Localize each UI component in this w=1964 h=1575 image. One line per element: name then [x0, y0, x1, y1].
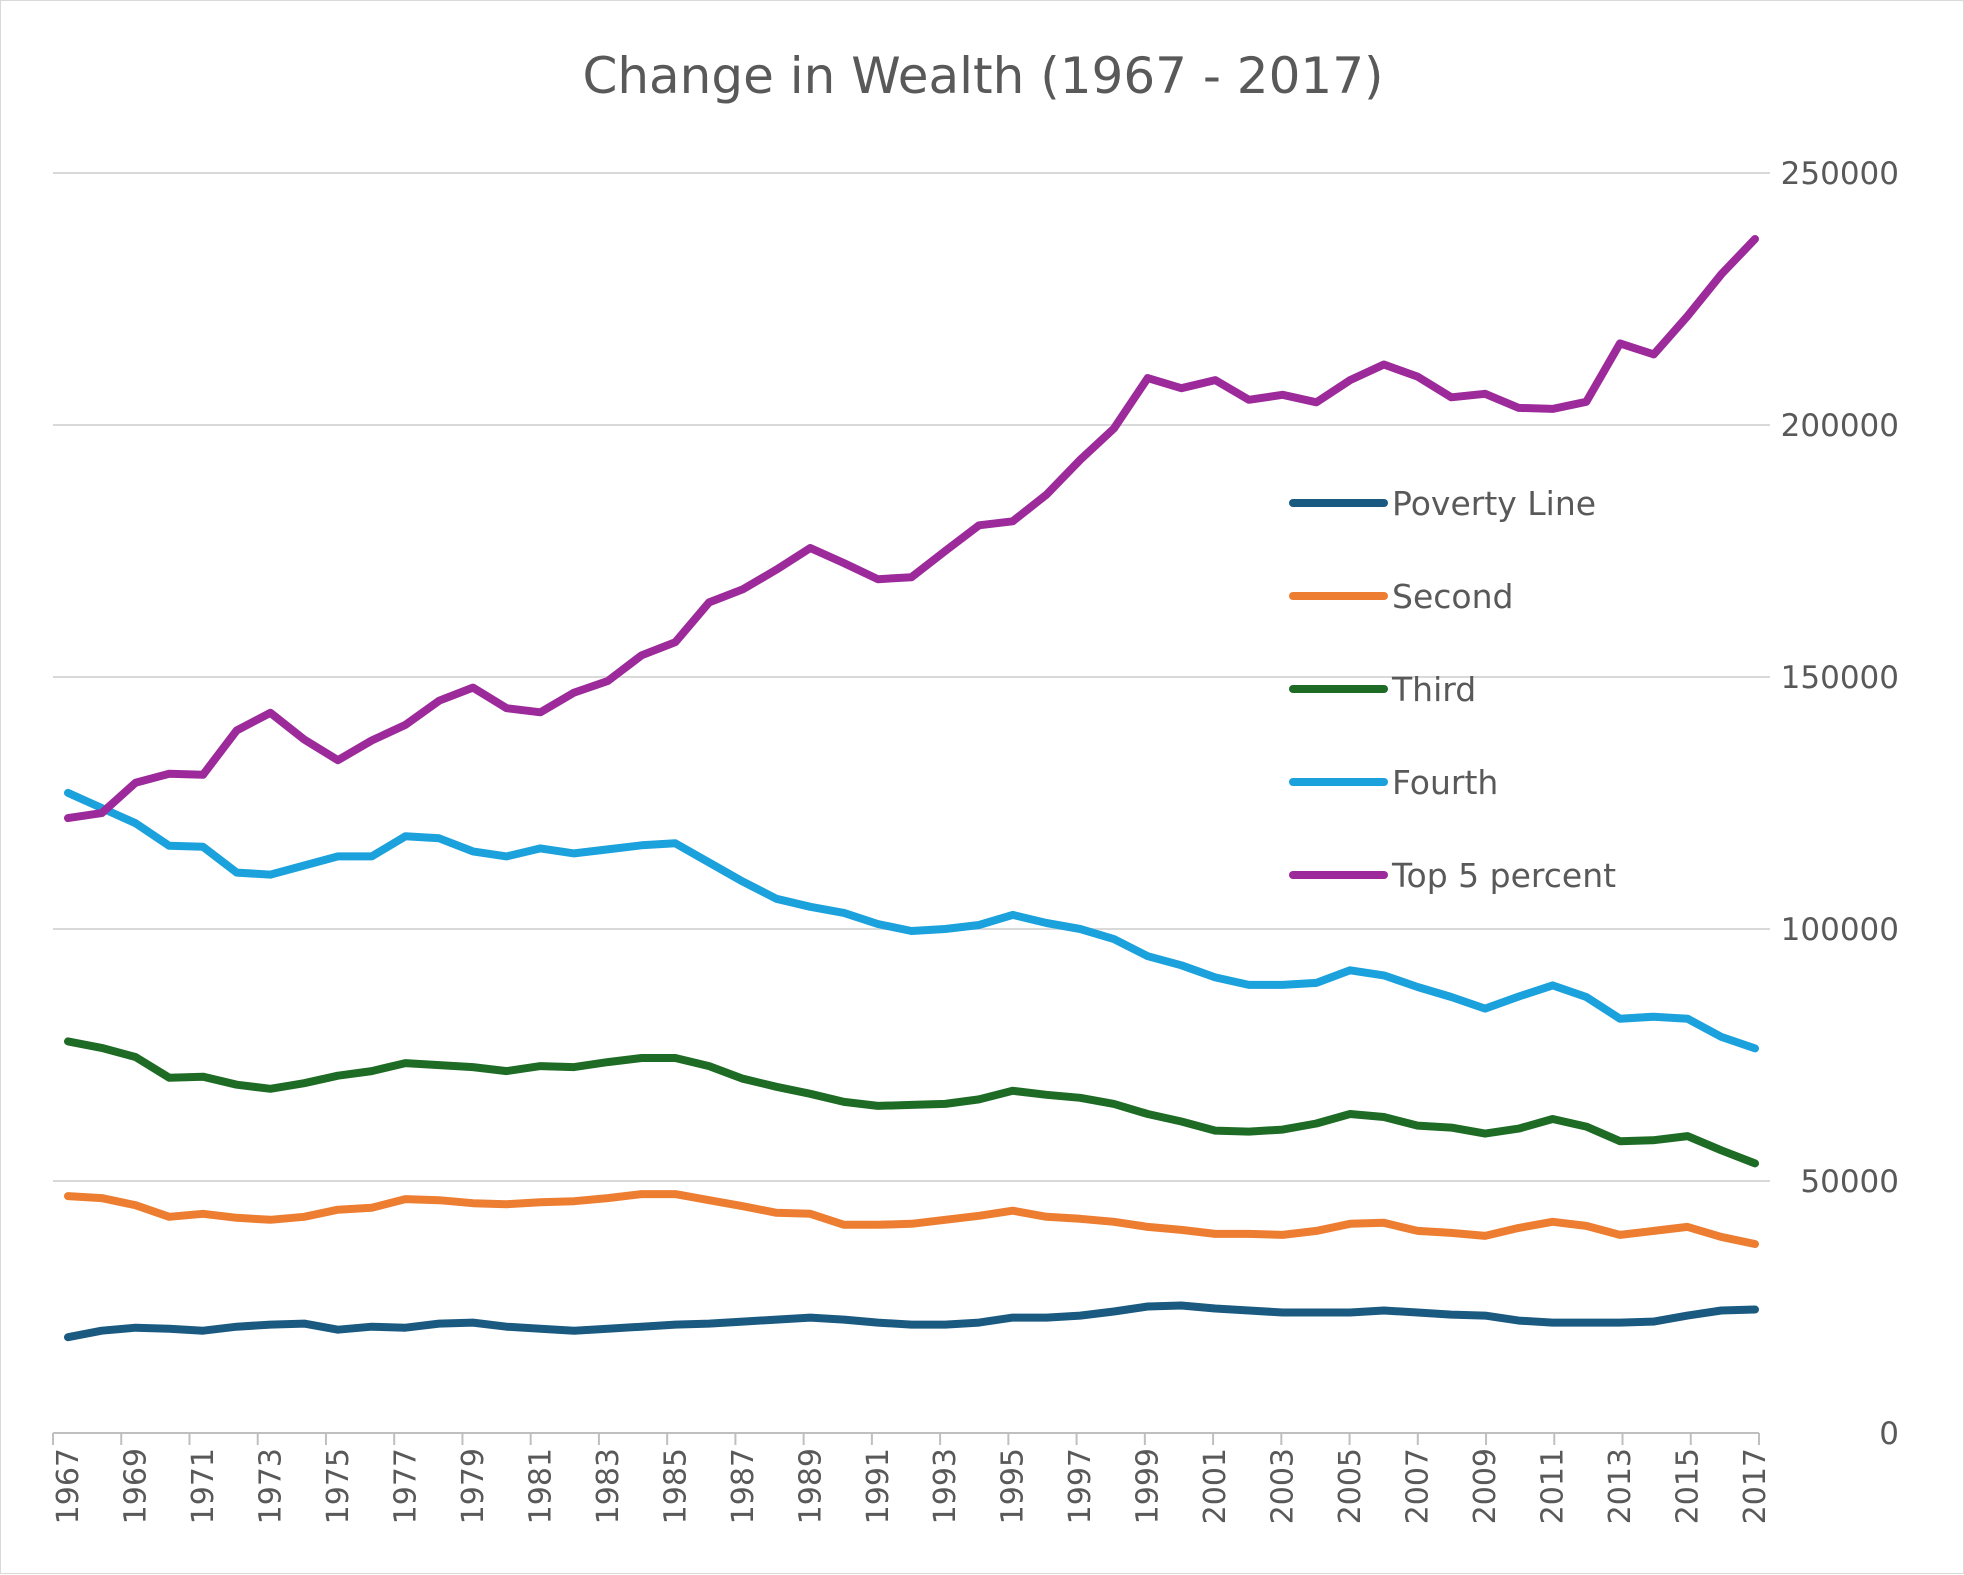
series-line-fourth: [64, 788, 1759, 1053]
y-tick-label: 0: [1879, 1416, 1899, 1452]
x-tick-label: 2017: [1738, 1448, 1773, 1524]
series-lines: [64, 235, 1759, 1342]
x-tick-label: 1977: [388, 1448, 423, 1524]
x-tick-label: 1983: [591, 1448, 626, 1524]
y-tick-label: 50000: [1800, 1164, 1899, 1200]
x-tick-label: 1991: [861, 1448, 896, 1524]
legend-label-fourth: Fourth: [1392, 763, 1498, 802]
x-tick-label: 2003: [1266, 1448, 1301, 1524]
x-axis: 1967 1969 1971 1973 1975 1977 1979 1981 1983 1985…: [51, 1432, 1773, 1524]
x-tick-label: 2011: [1536, 1448, 1571, 1524]
x-tick-label: 1975: [321, 1448, 356, 1524]
x-tick-label: 1989: [793, 1448, 828, 1524]
x-tick-label: 1985: [658, 1448, 693, 1524]
legend: Poverty Line Second Third Fourth Top 5 perce…: [1289, 484, 1616, 895]
legend-label-second: Second: [1392, 577, 1513, 616]
series-line-third: [64, 1037, 1759, 1168]
x-tick-label: 2009: [1468, 1448, 1503, 1524]
x-tick-label: 1995: [996, 1448, 1031, 1524]
series-line-poverty-line: [64, 1301, 1759, 1342]
x-tick-label: 1979: [456, 1448, 491, 1524]
chart-title: Change in Wealth (1967 - 2017): [582, 47, 1383, 105]
x-tick-label: 1971: [186, 1448, 221, 1524]
x-tick-label: 1973: [253, 1448, 288, 1524]
x-tick-label: 1981: [523, 1448, 558, 1524]
y-tick-label: 100000: [1781, 912, 1899, 948]
x-tick-label: 1987: [726, 1448, 761, 1524]
y-tick-label: 200000: [1781, 408, 1899, 444]
x-tick-label: 1993: [928, 1448, 963, 1524]
y-tick-label: 150000: [1781, 660, 1899, 696]
x-tick-label: 1999: [1131, 1448, 1166, 1524]
x-tick-label: 2007: [1401, 1448, 1436, 1524]
x-tick-label: 2001: [1198, 1448, 1233, 1524]
x-tick-label: 2013: [1603, 1448, 1638, 1524]
series-line-second: [64, 1190, 1759, 1248]
y-tick-label: 250000: [1781, 156, 1899, 192]
x-tick-label: 1967: [51, 1448, 86, 1524]
y-axis-tick-labels: 0 50000 100000 150000 200000 250000: [1781, 156, 1899, 1452]
x-tick-label: 2015: [1671, 1448, 1706, 1524]
gridlines: [53, 172, 1770, 1182]
legend-label-top-5-percent: Top 5 percent: [1391, 856, 1616, 895]
x-tick-label: 2005: [1333, 1448, 1368, 1524]
legend-label-poverty-line: Poverty Line: [1392, 484, 1596, 523]
x-tick-label: 1969: [118, 1448, 153, 1524]
legend-label-third: Third: [1391, 670, 1476, 709]
series-line-top-5-percent: [64, 235, 1759, 823]
x-tick-label: 1997: [1063, 1448, 1098, 1524]
